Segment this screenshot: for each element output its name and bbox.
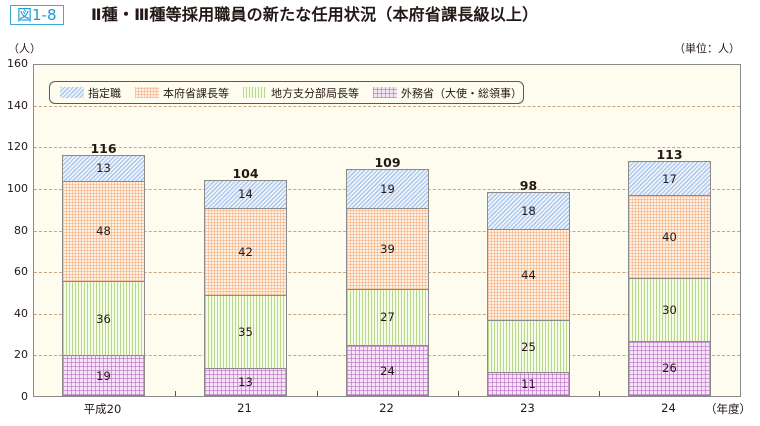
segment-value-label: 17: [662, 171, 677, 186]
bar-segment: 14: [204, 179, 287, 209]
segment-value-label: 27: [380, 310, 395, 325]
bar-segment: 17: [628, 160, 711, 197]
segment-value-label: 35: [238, 325, 253, 340]
legend: 指定職 本府省課長等 地方支分部局長等 外務省（大使・総領事）: [49, 81, 524, 104]
segment-value-label: 48: [96, 224, 111, 239]
bar-segment: 48: [62, 181, 145, 282]
segment-value-label: 11: [521, 377, 536, 392]
y-tick-label: 40: [14, 306, 28, 320]
segment-value-label: 25: [521, 339, 536, 354]
x-tick-label: 21: [237, 401, 252, 415]
legend-swatch-purple: [373, 87, 397, 98]
stacked-bar: 11 25 44 18: [487, 192, 570, 396]
bar-total-label: 116: [90, 140, 117, 156]
legend-label: 指定職: [88, 86, 121, 100]
legend-item-regional-branch: 地方支分部局長等: [243, 85, 359, 101]
bar-segment: 36: [62, 281, 145, 357]
bar-segment: 24: [346, 346, 429, 396]
legend-swatch-blue: [60, 87, 84, 98]
x-tick-mark: [174, 391, 176, 396]
bar-segment: 18: [487, 192, 570, 230]
segment-value-label: 40: [662, 230, 677, 245]
bar-segment: 13: [204, 368, 287, 396]
segment-value-label: 13: [96, 161, 111, 176]
bar-segment: 25: [487, 321, 570, 374]
y-tick-label: 0: [21, 390, 28, 403]
legend-item-ministry-director: 本府省課長等: [135, 85, 229, 101]
segment-value-label: 39: [380, 241, 395, 256]
x-tick-label: 24: [661, 401, 676, 415]
segment-value-label: 24: [380, 363, 395, 378]
x-tick-mark: [458, 391, 459, 396]
legend-item-designated: 指定職: [60, 85, 121, 101]
bar-segment: 19: [346, 169, 429, 209]
plot-area: 指定職 本府省課長等 地方支分部局長等 外務省（大使・総領事） 19 36 48 13…: [33, 64, 741, 397]
y-tick-label: 100: [7, 181, 28, 195]
legend-label: 本府省課長等: [163, 86, 229, 100]
x-tick-mark: [599, 391, 600, 396]
segment-value-label: 14: [238, 187, 253, 202]
y-tick-label: 20: [14, 348, 28, 362]
bar-segment: 19: [62, 356, 145, 396]
y-tick-label: 80: [14, 223, 28, 237]
x-tick-mark: [316, 391, 318, 396]
segment-value-label: 42: [238, 244, 253, 259]
unit-note: （単位：人）: [674, 42, 740, 55]
bar-total-label: 109: [374, 155, 401, 171]
stacked-bar: 24 27 39 19: [346, 169, 429, 396]
y-tick-label: 160: [7, 57, 28, 70]
figure-label: 図1-8: [10, 5, 64, 25]
bar-total-label: 113: [656, 146, 683, 162]
stacked-bar: 13 35 42 14: [204, 179, 287, 396]
bar-segment: 42: [204, 208, 287, 297]
x-axis-unit: （年度）: [705, 402, 751, 416]
bar-total-label: 98: [519, 178, 538, 194]
x-tick-label: 23: [520, 401, 535, 415]
segment-value-label: 19: [96, 368, 111, 383]
y-axis-unit: （人）: [8, 42, 41, 55]
stacked-bar: 26 30 40 17: [628, 160, 711, 396]
segment-value-label: 19: [380, 181, 395, 196]
segment-value-label: 30: [662, 303, 677, 318]
y-tick-label: 140: [7, 98, 28, 112]
stacked-bar: 19 36 48 13: [62, 154, 145, 396]
segment-value-label: 36: [96, 311, 111, 326]
bar-total-label: 104: [232, 165, 259, 181]
x-tick-label: 平成20: [83, 402, 122, 416]
legend-item-foreign-affairs: 外務省（大使・総領事）: [373, 85, 522, 101]
segment-value-label: 44: [521, 267, 536, 282]
segment-value-label: 18: [521, 203, 536, 218]
y-tick-label: 120: [7, 140, 28, 154]
bar-segment: 27: [346, 289, 429, 347]
legend-label: 外務省（大使・総領事）: [401, 86, 522, 100]
bar-segment: 44: [487, 229, 570, 322]
bar-segment: 35: [204, 296, 287, 369]
segment-value-label: 26: [662, 361, 677, 376]
bar-segment: 39: [346, 208, 429, 290]
bar-segment: 13: [62, 154, 145, 182]
gridline: [34, 105, 740, 107]
x-tick-label: 22: [379, 401, 394, 415]
y-tick-label: 60: [14, 265, 28, 279]
bar-segment: 26: [628, 341, 711, 396]
segment-value-label: 13: [238, 374, 253, 389]
legend-label: 地方支分部局長等: [271, 86, 359, 100]
gridline: [34, 147, 740, 149]
legend-swatch-orange: [135, 87, 159, 98]
bar-segment: 30: [628, 279, 711, 342]
bar-segment: 11: [487, 373, 570, 396]
bar-segment: 40: [628, 196, 711, 280]
legend-swatch-green: [243, 87, 267, 98]
chart-title: Ⅱ種・Ⅲ種等採用職員の新たな任用状況（本府省課長級以上）: [91, 5, 539, 24]
